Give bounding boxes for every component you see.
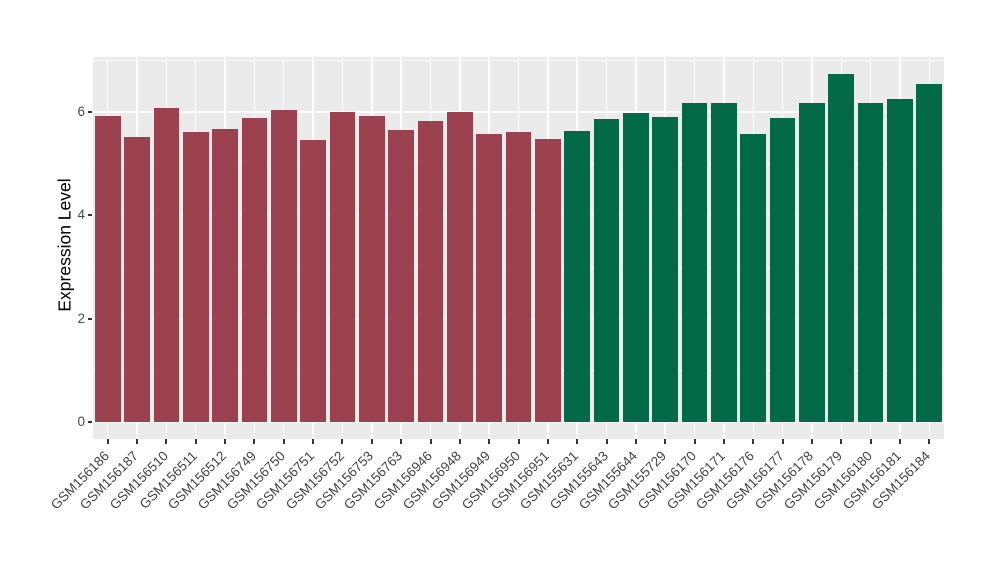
y-tick-mark-2 bbox=[87, 317, 92, 320]
x-tick-mark-GSM155631 bbox=[576, 439, 579, 444]
bar-GSM155631 bbox=[564, 131, 591, 422]
x-tick-mark-GSM156181 bbox=[899, 439, 901, 444]
x-tick-mark-GSM156180 bbox=[869, 439, 872, 444]
x-tick-mark-GSM156178 bbox=[810, 439, 813, 444]
x-tick-mark-GSM156179 bbox=[840, 439, 843, 444]
x-tick-mark-GSM156171 bbox=[722, 439, 725, 444]
bar-GSM156752 bbox=[329, 111, 356, 422]
x-tick-mark-GSM156749 bbox=[253, 439, 256, 444]
x-tick-mark-GSM156170 bbox=[693, 439, 696, 444]
bar-GSM155643 bbox=[593, 119, 620, 422]
y-axis-title: Expression Level bbox=[54, 178, 75, 312]
bar-GSM156950 bbox=[505, 132, 532, 422]
bar-GSM156948 bbox=[446, 112, 473, 422]
bar-GSM156180 bbox=[857, 103, 884, 422]
x-tick-mark-GSM156511 bbox=[194, 439, 197, 444]
y-tick-label-4: 4 bbox=[77, 207, 85, 223]
x-tick-mark-GSM156750 bbox=[282, 439, 285, 444]
y-tick-label-6: 6 bbox=[77, 104, 85, 119]
bar-GSM156951 bbox=[534, 138, 561, 422]
x-tick-mark-GSM156187 bbox=[136, 439, 138, 444]
bar-GSM155729 bbox=[652, 117, 679, 422]
bar-GSM155644 bbox=[623, 112, 649, 422]
x-tick-mark-GSM155729 bbox=[664, 439, 667, 444]
x-tick-mark-GSM156177 bbox=[781, 439, 784, 444]
bar-GSM156186 bbox=[94, 116, 121, 422]
x-tick-mark-GSM156184 bbox=[928, 439, 931, 444]
x-tick-mark-GSM156948 bbox=[458, 439, 461, 444]
bar-GSM156949 bbox=[476, 133, 502, 422]
bar-GSM156170 bbox=[681, 103, 708, 422]
bar-GSM156510 bbox=[153, 108, 180, 422]
x-tick-mark-GSM156751 bbox=[312, 439, 315, 444]
bar-GSM156177 bbox=[769, 118, 796, 422]
bar-GSM156753 bbox=[358, 115, 385, 422]
bar-GSM156187 bbox=[124, 136, 150, 422]
y-tick-mark-4 bbox=[87, 214, 92, 217]
y-tick-mark-0 bbox=[87, 421, 92, 423]
x-tick-mark-GSM156176 bbox=[752, 439, 755, 444]
bar-GSM156512 bbox=[212, 129, 238, 422]
x-tick-mark-GSM155644 bbox=[634, 439, 637, 444]
y-tick-label-2: 2 bbox=[77, 310, 85, 326]
y-tick-mark-6 bbox=[87, 111, 92, 113]
plot-panel bbox=[93, 57, 944, 439]
bar-GSM156171 bbox=[711, 103, 737, 422]
bar-GSM156763 bbox=[388, 130, 414, 422]
bar-GSM156750 bbox=[270, 110, 297, 422]
bar-GSM156749 bbox=[241, 117, 268, 422]
x-tick-mark-GSM155643 bbox=[605, 439, 608, 444]
x-tick-mark-GSM156752 bbox=[341, 439, 344, 444]
x-tick-mark-GSM156951 bbox=[546, 439, 549, 444]
y-tick-label-0: 0 bbox=[77, 414, 85, 429]
bar-GSM156181 bbox=[887, 99, 913, 422]
bar-GSM156751 bbox=[300, 139, 326, 422]
x-tick-mark-GSM156186 bbox=[106, 439, 109, 444]
x-tick-mark-GSM156946 bbox=[429, 439, 432, 444]
x-tick-mark-GSM156763 bbox=[400, 439, 403, 444]
bar-GSM156179 bbox=[828, 74, 855, 422]
x-tick-mark-GSM156512 bbox=[224, 439, 227, 444]
x-tick-mark-GSM156949 bbox=[488, 439, 491, 444]
bar-GSM156184 bbox=[916, 83, 943, 422]
bar-GSM156511 bbox=[182, 132, 209, 422]
bar-GSM156176 bbox=[740, 134, 767, 422]
x-tick-mark-GSM156753 bbox=[370, 439, 373, 444]
x-tick-mark-GSM156510 bbox=[165, 439, 168, 444]
bar-GSM156178 bbox=[799, 102, 825, 422]
bar-GSM156946 bbox=[417, 121, 444, 422]
x-tick-mark-GSM156950 bbox=[517, 439, 520, 444]
